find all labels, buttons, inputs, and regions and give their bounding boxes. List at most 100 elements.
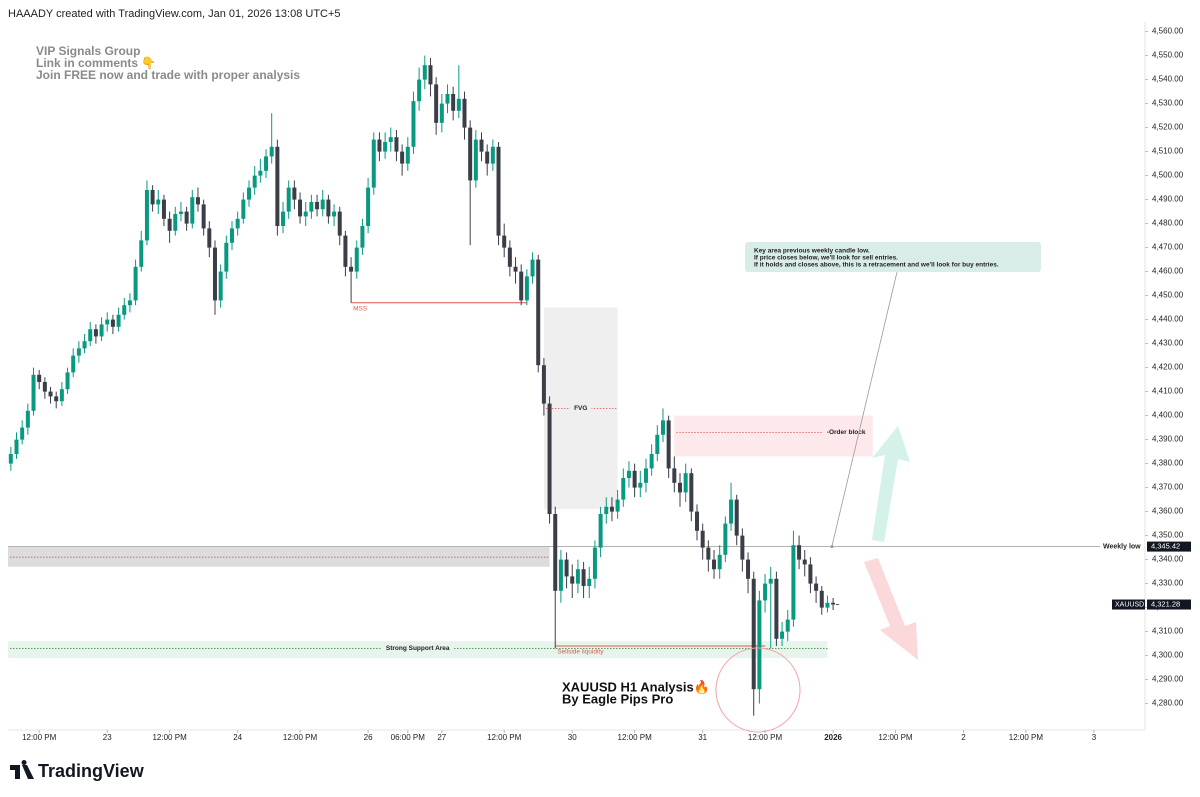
- y-tick-label: 4,350.00: [1152, 531, 1184, 540]
- note-box: [745, 242, 1041, 272]
- candle-body: [587, 578, 592, 586]
- x-tick-label: 12:00 PM: [152, 733, 187, 742]
- note-connector: [831, 271, 898, 547]
- candle-body: [422, 65, 427, 80]
- candle-body: [683, 473, 688, 493]
- candle-body: [814, 583, 819, 591]
- candle-body: [241, 199, 246, 219]
- candle-body: [122, 305, 127, 315]
- segment-label: Sellside liquidity: [557, 649, 604, 656]
- candle-body: [717, 554, 722, 570]
- candle-body: [819, 590, 824, 608]
- x-tick-label: 31: [698, 733, 707, 742]
- y-tick-label: 4,370.00: [1152, 483, 1184, 492]
- candle-body: [785, 619, 790, 632]
- candle-body: [519, 271, 524, 301]
- candle-body: [831, 602, 836, 605]
- candle-body: [360, 226, 365, 248]
- candle-body: [428, 65, 433, 85]
- candle-body: [706, 547, 711, 560]
- candle-body: [332, 211, 337, 217]
- x-tick-label: 12:00 PM: [748, 733, 783, 742]
- candle-body: [604, 506, 609, 514]
- candle-body: [445, 94, 450, 104]
- candle-body: [229, 228, 234, 243]
- candle-body: [133, 266, 138, 301]
- candle-body: [161, 199, 166, 219]
- candle-body: [184, 211, 189, 224]
- candle-body: [507, 247, 512, 267]
- candle-body: [660, 420, 665, 435]
- candle-body: [20, 427, 25, 440]
- zone: [8, 546, 550, 567]
- candle-body: [723, 523, 728, 555]
- zone-label: FVG: [574, 405, 587, 412]
- candle-body: [190, 197, 195, 224]
- candle-body: [178, 211, 183, 214]
- x-tick-label: 12:00 PM: [487, 733, 522, 742]
- y-tick-label: 4,390.00: [1152, 435, 1184, 444]
- candle-body: [439, 103, 444, 123]
- y-tick-label: 4,400.00: [1152, 411, 1184, 420]
- candle-body: [825, 602, 830, 608]
- x-tick-label: 06:00 PM: [391, 733, 426, 742]
- candle-body: [144, 190, 149, 241]
- x-tick-label: 27: [437, 733, 446, 742]
- candle-body: [337, 211, 342, 236]
- candle-body: [247, 187, 252, 200]
- y-tick-label: 4,310.00: [1152, 627, 1184, 636]
- candle-body: [65, 372, 70, 390]
- candle-body: [195, 197, 200, 205]
- x-tick-label: 2: [961, 733, 966, 742]
- y-tick-label: 4,500.00: [1152, 171, 1184, 180]
- candle-body: [281, 211, 286, 226]
- candle-body: [553, 514, 558, 591]
- header: HAAADY created with TradingView.com, Jan…: [8, 8, 341, 20]
- x-tick-label: 12:00 PM: [1009, 733, 1044, 742]
- candle-body: [71, 355, 76, 373]
- candle-body: [371, 139, 376, 188]
- candle-body: [689, 473, 694, 512]
- x-tick-label: 12:00 PM: [22, 733, 57, 742]
- candle-body: [547, 403, 552, 514]
- candle-body: [411, 101, 416, 147]
- zone-label-bg: [381, 644, 454, 653]
- candle-body: [93, 329, 98, 337]
- candle-body: [207, 228, 212, 248]
- note-line: Key area previous weekly candle low.: [754, 248, 870, 255]
- last-price: 4,321.28: [1151, 600, 1180, 609]
- logo-icon: [10, 760, 34, 779]
- candle-body: [388, 137, 393, 142]
- y-tick-label: 4,280.00: [1152, 699, 1184, 708]
- candle-body: [417, 79, 422, 102]
- candle-body: [751, 578, 756, 690]
- candle-body: [320, 199, 325, 210]
- y-tick-label: 4,550.00: [1152, 51, 1184, 60]
- candle-body: [139, 240, 144, 267]
- candle-body: [156, 199, 161, 205]
- bearish-arrow: [864, 558, 918, 660]
- candle-body: [303, 211, 308, 217]
- candle-body: [638, 482, 643, 488]
- candle-body: [609, 506, 614, 512]
- candle-body: [768, 578, 773, 584]
- promo-line: Link in comments 👇: [36, 56, 156, 70]
- candle-body: [524, 276, 529, 301]
- y-tick-label: 4,450.00: [1152, 291, 1184, 300]
- candle-body: [575, 569, 580, 584]
- candle-body: [400, 151, 405, 164]
- candle-body: [31, 374, 36, 411]
- y-tick-label: 4,460.00: [1152, 267, 1184, 276]
- candle-body: [700, 530, 705, 548]
- y-tick-label: 4,440.00: [1152, 315, 1184, 324]
- candle-body: [496, 146, 501, 236]
- candle-body: [315, 202, 320, 210]
- x-tick-label: 2026: [824, 733, 842, 742]
- candle-body: [366, 187, 371, 226]
- candle-body: [269, 146, 274, 157]
- candle-body: [558, 559, 563, 591]
- candle-body: [258, 170, 263, 176]
- candle-body: [150, 190, 155, 205]
- candle-body: [655, 434, 660, 454]
